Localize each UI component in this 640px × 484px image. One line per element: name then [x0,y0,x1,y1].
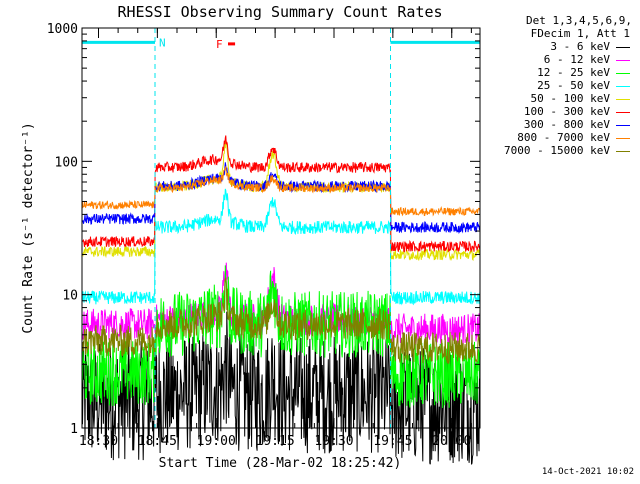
legend-swatch [616,72,630,74]
legend-swatch [616,150,630,152]
series-line [81,162,481,235]
legend-label: 100 - 300 keV [523,105,610,118]
plot-frame [81,27,481,429]
legend-swatch [616,111,630,113]
x-axis-label: Start Time (28-Mar-02 18:25:42) [159,456,402,471]
timestamp: 14-Oct-2021 10:02 [541,467,634,477]
x-tick-label: 19:00 [197,434,236,449]
axes: 1 10 100 1000 18:30 18:45 19:00 19:15 19:30 19:45… [47,22,481,449]
y-tick-label: 100 [55,155,78,170]
legend-label: 800 - 7000 keV [517,131,610,144]
x-tick-label: 19:30 [314,434,353,449]
legend-label: 25 - 50 keV [537,79,610,92]
detector-info: Det 1,3,4,5,6,9, [526,14,632,27]
legend-swatch [616,137,630,139]
legend-item: 3 - 6 keV [550,40,630,53]
series-line [81,135,481,253]
legend-item: 7000 - 15000 keV [504,144,630,157]
series-line [81,277,481,364]
legend-swatch [616,46,630,48]
x-tick-label: 18:45 [138,434,177,449]
x-tick-label: 19:45 [373,434,412,449]
legend-item: 800 - 7000 keV [517,131,630,144]
legend-label: 12 - 25 keV [537,66,610,79]
flag-label: N [159,36,166,49]
legend-item: 6 - 12 keV [544,53,630,66]
series-line [81,265,481,409]
legend-item: 100 - 300 keV [524,105,630,118]
chart-title: RHESSI Observing Summary Count Rates [117,3,442,21]
legend-swatch [616,98,630,100]
x-tick-label: 19:15 [256,434,295,449]
legend-label: 50 - 100 keV [530,92,610,105]
legend-swatch [616,85,630,87]
legend-item: 300 - 800 keV [524,118,630,131]
legend-label: 3 - 6 keV [550,40,610,53]
series-line [81,139,481,262]
legend-item: 12 - 25 keV [537,66,630,79]
series-line [81,166,481,217]
y-tick-label: 1 [70,422,78,437]
y-tick-label: 1000 [47,22,78,37]
x-tick-label: 18:30 [79,434,118,449]
legend-swatch [616,124,630,126]
x-tick-label: 20:00 [432,434,471,449]
flag-label: F [216,38,223,51]
legend-label: 7000 - 15000 keV [504,144,610,157]
y-tick-label: 10 [62,289,78,304]
legend-item: 50 - 100 keV [531,92,630,105]
legend-item: 25 - 50 keV [537,79,630,92]
legend-label: 6 - 12 keV [543,53,610,66]
y-axis-label: Count Rate (s⁻¹ detector⁻¹) [21,122,36,333]
legend-label: 300 - 800 keV [523,118,610,131]
detector-info: FDecim 1, Att 1 [530,27,630,40]
legend-swatch [616,59,630,61]
series-line [81,188,481,306]
series-layer [81,135,481,465]
